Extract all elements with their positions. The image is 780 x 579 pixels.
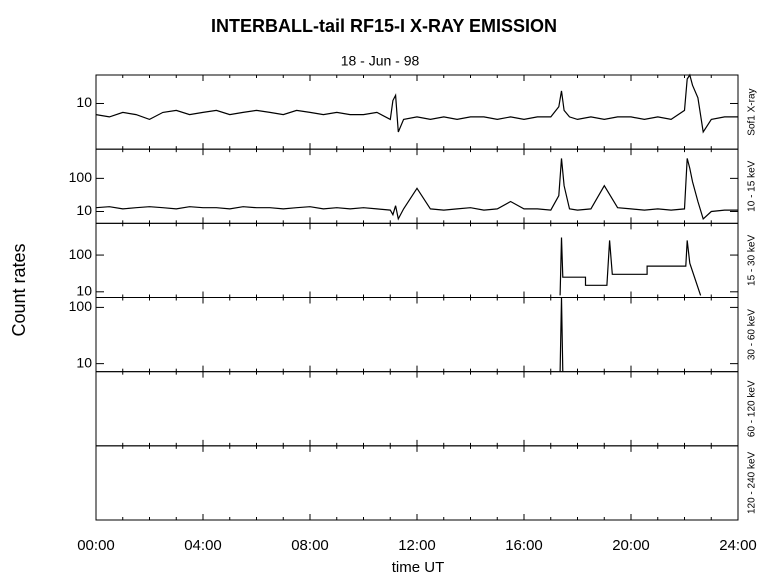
x-tick-label: 12:00 [398,537,436,554]
x-tick-label: 16:00 [505,537,543,554]
chart-subtitle: 18 - Jun - 98 [341,53,420,69]
x-tick-label: 20:00 [612,537,650,554]
x-tick-label: 04:00 [184,537,222,554]
x-tick-label: 08:00 [291,537,329,554]
y-tick-label: 100 [69,246,93,262]
data-line [559,237,702,296]
panel-frame [95,371,739,447]
data-line [95,158,738,221]
chart-title: INTERBALL-tail RF15-I X-RAY EMISSION [211,16,557,36]
panel-label: 60 - 120 keV [747,380,758,437]
y-tick-label: 10 [76,202,92,218]
data-line [95,73,738,134]
panel-frame [95,222,739,298]
y-tick-label: 100 [69,169,93,185]
panel-label: Sof1 X-ray [747,88,758,135]
panel-label: 120 - 240 keV [747,451,758,514]
panel-frame [95,297,739,373]
y-axis-label: Count rates [9,243,29,336]
y-tick-label: 100 [69,298,93,314]
panel-frame [95,74,739,150]
x-tick-label: 24:00 [719,537,757,554]
x-axis-label: time UT [392,559,445,576]
y-tick-label: 10 [76,354,92,370]
panel-label: 15 - 30 keV [747,235,758,286]
x-tick-label: 00:00 [77,537,115,554]
panel-frame [95,445,739,521]
y-tick-label: 10 [76,283,92,299]
y-tick-label: 10 [76,94,92,110]
panel-label: 10 - 15 keV [747,160,758,211]
data-line [559,297,564,372]
panel-label: 30 - 60 keV [747,309,758,360]
panel-frame [95,148,739,224]
